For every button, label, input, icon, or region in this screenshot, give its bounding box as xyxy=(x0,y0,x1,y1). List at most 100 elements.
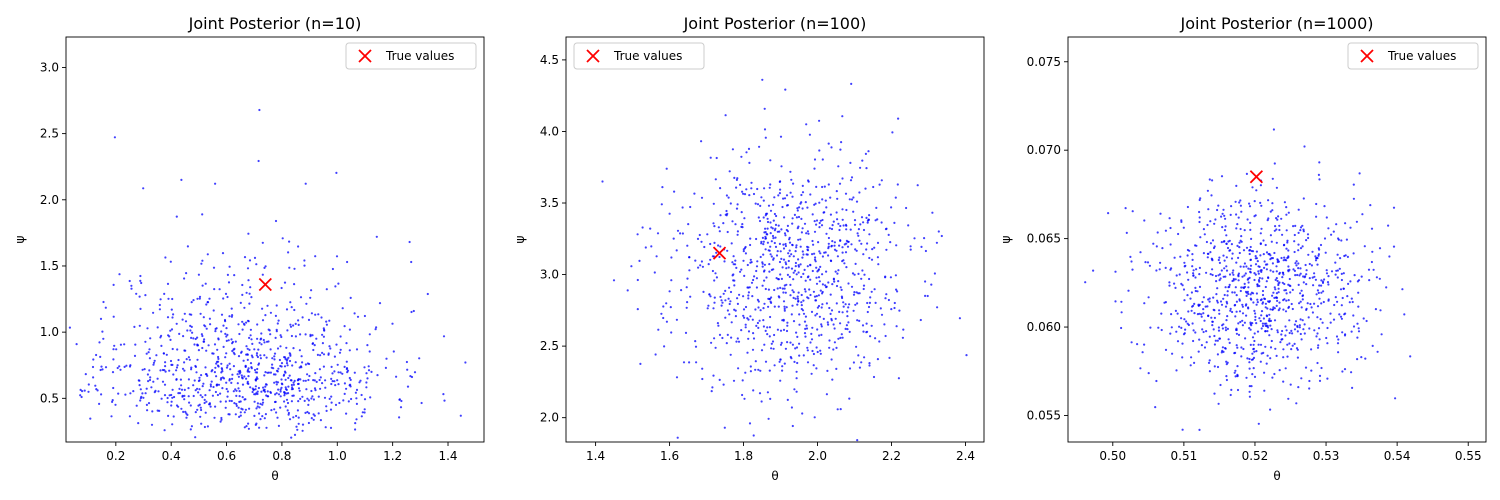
sample-point xyxy=(1190,356,1193,359)
sample-point xyxy=(1314,259,1318,262)
sample-point xyxy=(238,400,241,403)
sample-point xyxy=(1300,338,1303,341)
sample-point xyxy=(104,306,107,309)
sample-point xyxy=(1213,365,1216,368)
sample-point xyxy=(119,343,122,346)
sample-point xyxy=(229,368,232,371)
sample-point xyxy=(831,378,834,381)
sample-point xyxy=(766,233,769,236)
sample-point xyxy=(264,413,267,416)
sample-point xyxy=(689,295,692,298)
sample-point xyxy=(1285,329,1288,332)
sample-point xyxy=(766,241,770,244)
sample-point xyxy=(208,317,211,320)
sample-point xyxy=(686,244,689,247)
sample-point xyxy=(1317,327,1321,330)
sample-point xyxy=(1300,289,1303,292)
sample-point xyxy=(668,290,671,293)
sample-point xyxy=(313,387,317,390)
sample-point xyxy=(169,260,172,263)
sample-point xyxy=(277,319,280,322)
sample-point xyxy=(202,340,206,343)
sample-point xyxy=(781,365,784,368)
sample-point xyxy=(226,364,229,367)
sample-point xyxy=(290,306,293,309)
sample-point xyxy=(816,350,819,354)
sample-points xyxy=(61,108,467,439)
sample-point xyxy=(813,158,817,161)
sample-point xyxy=(817,276,821,279)
sample-point xyxy=(155,354,158,357)
x-tick-label: 2.4 xyxy=(956,449,975,463)
sample-point xyxy=(1216,301,1219,304)
sample-point xyxy=(743,193,747,196)
sample-point xyxy=(1216,208,1219,212)
sample-point xyxy=(730,321,733,324)
sample-point xyxy=(889,276,893,279)
sample-point xyxy=(170,328,174,331)
sample-point xyxy=(644,246,647,249)
sample-point xyxy=(717,324,720,327)
sample-point xyxy=(255,407,258,410)
sample-point xyxy=(1288,319,1291,322)
sample-point xyxy=(312,348,315,352)
sample-point xyxy=(1340,239,1343,242)
sample-point xyxy=(171,388,174,391)
panel-2: 1.4 1.6 1.8 2.0 2.2 2.42.02.53.03.54.04.5Join… xyxy=(513,14,985,483)
sample-point xyxy=(827,323,830,326)
sample-point xyxy=(1310,348,1313,351)
sample-point xyxy=(752,278,755,282)
sample-point xyxy=(288,266,291,269)
sample-point xyxy=(1243,274,1246,277)
y-tick-label: 4.5 xyxy=(540,53,559,67)
sample-point xyxy=(724,289,727,292)
sample-point xyxy=(784,88,787,91)
sample-point xyxy=(802,312,806,315)
sample-point xyxy=(821,198,824,201)
sample-point xyxy=(1280,256,1283,260)
sample-point xyxy=(839,322,842,325)
sample-point xyxy=(746,286,749,289)
sample-point xyxy=(785,194,789,197)
sample-point xyxy=(1308,277,1311,280)
sample-point xyxy=(180,388,184,391)
sample-point xyxy=(806,249,810,252)
sample-point xyxy=(1315,293,1318,296)
sample-point xyxy=(1275,186,1278,189)
sample-point xyxy=(815,266,818,269)
sample-point xyxy=(208,403,211,406)
sample-point xyxy=(144,392,147,395)
sample-point xyxy=(742,250,745,253)
sample-point xyxy=(940,234,943,238)
sample-point xyxy=(61,392,63,394)
sample-point xyxy=(294,322,297,325)
sample-point xyxy=(1321,321,1324,324)
sample-point xyxy=(285,362,289,365)
sample-point xyxy=(852,309,855,312)
sample-point xyxy=(200,408,203,412)
sample-point xyxy=(1275,217,1278,220)
sample-point xyxy=(764,237,767,240)
axes-frame xyxy=(565,36,985,443)
sample-point xyxy=(1180,317,1183,320)
sample-point xyxy=(860,242,863,245)
sample-point xyxy=(216,383,219,386)
sample-point xyxy=(1263,260,1266,263)
sample-point xyxy=(736,177,739,180)
sample-point xyxy=(273,408,276,411)
sample-point xyxy=(187,395,190,398)
sample-point xyxy=(359,379,362,382)
sample-point xyxy=(833,341,837,344)
sample-point xyxy=(163,292,166,295)
sample-point xyxy=(819,265,822,268)
sample-point xyxy=(769,245,772,248)
sample-point xyxy=(1216,353,1219,356)
sample-point xyxy=(902,328,905,331)
sample-point xyxy=(783,307,786,310)
sample-point xyxy=(172,415,175,418)
sample-point xyxy=(1278,369,1281,372)
sample-point xyxy=(230,338,233,341)
sample-point xyxy=(755,237,758,241)
sample-point xyxy=(196,336,199,339)
sample-point xyxy=(1286,355,1289,358)
